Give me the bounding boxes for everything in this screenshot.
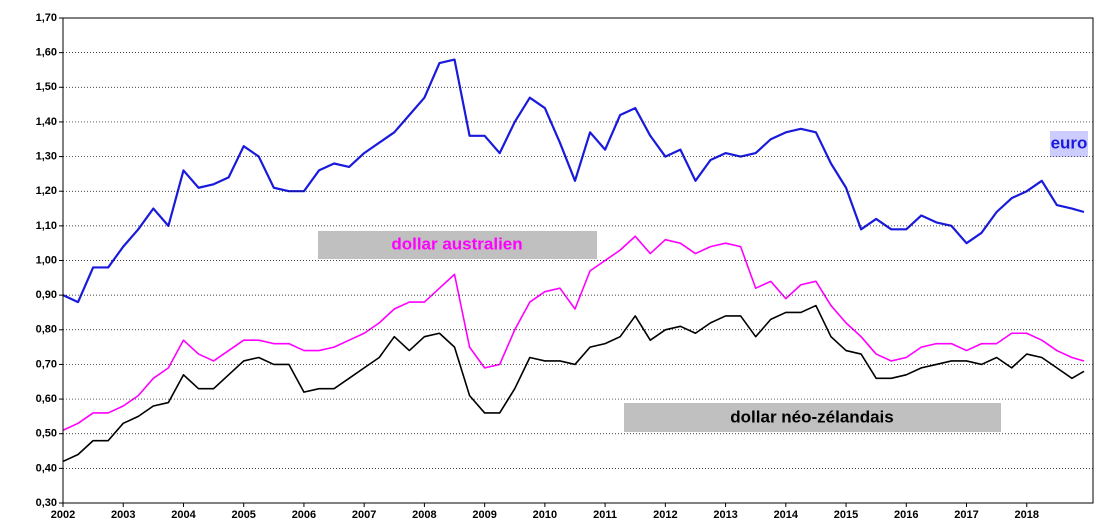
y-tick-label: 1,00 xyxy=(36,254,57,266)
y-tick-label: 0,90 xyxy=(36,289,57,301)
label-box xyxy=(318,231,597,259)
series-label: euro xyxy=(1051,133,1088,152)
x-tick-label: 2006 xyxy=(292,509,316,521)
x-tick-label: 2014 xyxy=(774,509,799,521)
y-tick-label: 0,80 xyxy=(36,324,57,336)
label-box xyxy=(1050,131,1088,157)
x-tick-label: 2007 xyxy=(352,509,376,521)
y-tick-label: 0,40 xyxy=(36,462,57,474)
y-tick-label: 0,50 xyxy=(36,428,57,440)
x-tick-label: 2012 xyxy=(653,509,677,521)
x-tick-label: 2002 xyxy=(51,509,75,521)
y-tick-label: 1,10 xyxy=(36,220,57,232)
y-tick-label: 1,40 xyxy=(36,116,57,128)
x-tick-label: 2016 xyxy=(894,509,918,521)
series-line xyxy=(62,58,1085,304)
x-tick-label: 2011 xyxy=(593,509,617,521)
x-tick-label: 2008 xyxy=(412,509,436,521)
y-tick-label: 1,50 xyxy=(36,81,57,93)
x-tick-label: 2013 xyxy=(713,509,737,521)
x-tick-label: 2009 xyxy=(472,509,496,521)
y-tick-label: 1,20 xyxy=(36,185,57,197)
x-tick-label: 2015 xyxy=(834,509,858,521)
y-tick-label: 0,30 xyxy=(36,497,57,509)
y-tick-label: 1,70 xyxy=(36,12,57,24)
x-tick-label: 2003 xyxy=(111,509,135,521)
y-tick-label: 1,60 xyxy=(36,47,57,59)
series-label: dollar australien xyxy=(391,234,522,253)
label-box xyxy=(624,403,1001,432)
x-tick-label: 2004 xyxy=(171,509,196,521)
x-tick-label: 2005 xyxy=(231,509,255,521)
series-line xyxy=(62,235,1085,431)
series-label: dollar néo-zélandais xyxy=(730,407,893,426)
x-tick-label: 2017 xyxy=(954,509,978,521)
y-tick-label: 0,70 xyxy=(36,358,57,370)
y-tick-label: 1,30 xyxy=(36,150,57,162)
x-tick-label: 2010 xyxy=(533,509,557,521)
x-tick-label: 2018 xyxy=(1015,509,1039,521)
y-tick-label: 0,60 xyxy=(36,393,57,405)
plot-frame xyxy=(62,17,1094,504)
series-line xyxy=(62,304,1085,463)
